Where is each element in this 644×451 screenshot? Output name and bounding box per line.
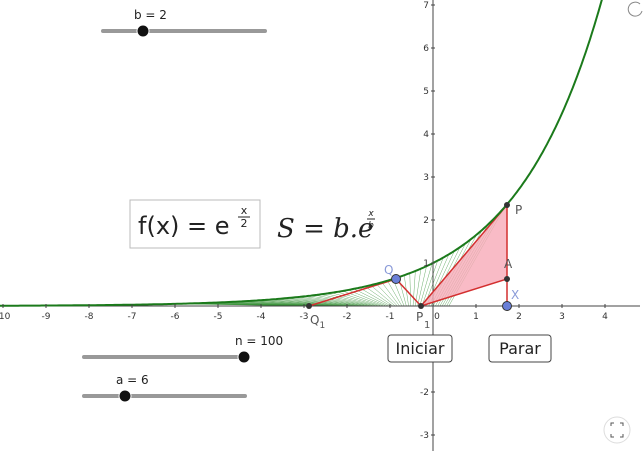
y-tick-label: 1: [423, 259, 429, 269]
formula-box: [129, 199, 261, 249]
x-tick-label: 1: [473, 312, 479, 322]
hatch-line: [292, 297, 364, 307]
exp-num: x: [367, 209, 374, 219]
triangle: [418, 202, 508, 308]
point-label: Q: [384, 263, 393, 277]
y-tick-label: 6: [423, 44, 429, 54]
point-label: Q1: [310, 313, 325, 331]
x-tick-label: 4: [602, 312, 608, 322]
x-tick-label: -8: [85, 312, 94, 322]
point-label: P: [416, 310, 423, 324]
exp-den: 2: [241, 217, 248, 230]
hatch-line: [412, 270, 416, 307]
button[interactable]: [488, 334, 552, 363]
hatch-line: [417, 266, 427, 307]
hatch-line: [264, 299, 353, 307]
x-tick-label: -9: [42, 312, 51, 322]
exp-den: b: [368, 221, 374, 231]
point: [418, 303, 424, 309]
hatch-line: [353, 288, 389, 307]
point[interactable]: [502, 301, 512, 311]
y-tick-label: 3: [423, 173, 429, 183]
point: [504, 202, 510, 208]
y-tick-label: 5: [423, 87, 429, 97]
y-tick-label: 7: [423, 1, 429, 11]
hatch-line: [359, 287, 391, 307]
button[interactable]: [387, 334, 453, 363]
fullscreen-icon: [610, 422, 624, 438]
slider-label: b = 2: [134, 8, 167, 22]
slider-label: a = 6: [116, 373, 149, 387]
y-tick-label: -3: [420, 431, 429, 441]
point: [306, 303, 312, 309]
hatch-line: [258, 300, 351, 307]
x-tick-label: -5: [214, 312, 223, 322]
exp-num: x: [241, 204, 248, 217]
hatch-line: [309, 295, 371, 307]
y-tick-label: 2: [423, 216, 429, 226]
hatch-line: [364, 286, 394, 307]
slider-knob[interactable]: [237, 350, 251, 364]
point-label: X: [511, 288, 519, 302]
slider-knob[interactable]: [118, 389, 132, 403]
label-sub: 1: [319, 321, 325, 331]
hatch-line: [303, 296, 369, 307]
hatch-line: [387, 280, 403, 307]
x-tick-label: 2: [516, 312, 522, 322]
hatch-line: [320, 294, 376, 307]
hatch-line: [376, 283, 398, 307]
x-tick-label: -6: [171, 312, 180, 322]
hatch-line: [286, 297, 362, 307]
x-tick-label: -10: [0, 312, 11, 322]
x-tick-label: -3: [300, 312, 309, 322]
hatch-line: [314, 294, 373, 307]
button-label[interactable]: Parar: [499, 339, 541, 358]
fullscreen-button[interactable]: [603, 416, 631, 444]
points: [306, 202, 512, 311]
hatch-line: [331, 292, 380, 307]
y-tick-label: 4: [423, 130, 429, 140]
hatch-line: [409, 273, 412, 307]
hatch-line: [325, 293, 378, 307]
formula-f: f(x) = e: [138, 212, 230, 240]
hatch-line: [370, 284, 396, 307]
hatch-line: [421, 260, 438, 307]
reset-icon[interactable]: [627, 1, 643, 17]
hatch-line: [275, 298, 358, 307]
x-tick-label: -4: [257, 312, 266, 322]
slider-knob[interactable]: [136, 24, 150, 38]
hatch-line: [381, 282, 400, 307]
y-tick-label: -2: [420, 388, 429, 398]
point: [504, 276, 510, 282]
slider-label: n = 100: [235, 334, 283, 348]
label: P: [416, 310, 423, 324]
slider[interactable]: b = 2: [101, 8, 267, 38]
point[interactable]: [391, 274, 401, 284]
x-tick-label: 0: [434, 312, 440, 322]
function-curve: [0, 0, 603, 307]
hatch-line: [419, 263, 433, 307]
slider[interactable]: a = 6: [82, 373, 247, 403]
hatch-line: [297, 296, 367, 307]
formula-s: S = b.e: [277, 214, 373, 244]
slider[interactable]: n = 100: [82, 334, 283, 364]
label-sub: 1: [424, 320, 430, 331]
x-tick-label: 3: [559, 312, 565, 322]
hatch-line: [270, 299, 355, 307]
x-tick-label: -1: [386, 312, 395, 322]
point-label: P: [515, 203, 522, 217]
x-tick-label: -7: [128, 312, 137, 322]
button-label[interactable]: Iniciar: [396, 339, 445, 358]
label: Q: [310, 313, 319, 327]
x-tick-label: -2: [343, 312, 352, 322]
point-label: A: [504, 257, 513, 271]
